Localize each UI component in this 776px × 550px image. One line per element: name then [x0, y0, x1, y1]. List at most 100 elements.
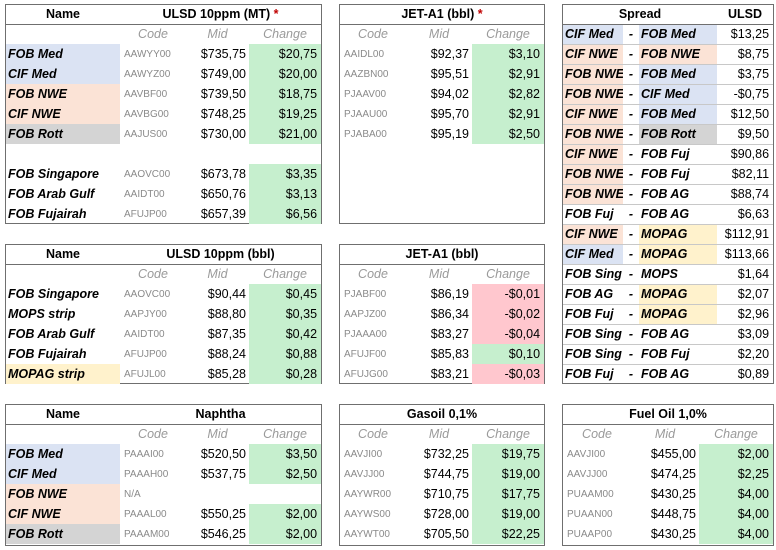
row-change: $0,42: [249, 324, 322, 344]
row-change: $2,91: [472, 104, 544, 124]
row-code: PAAAM00: [124, 528, 170, 540]
row-change: $3,13: [249, 184, 322, 204]
row-mid: $448,75: [650, 507, 696, 521]
row-mid: $85,83: [430, 347, 469, 361]
mid-header: Mid: [654, 427, 676, 442]
row-code: AAOVC00: [124, 168, 171, 180]
row-mid: $749,00: [200, 67, 246, 81]
row-mid: $732,25: [423, 447, 469, 461]
row-code: AAIDT00: [124, 188, 165, 200]
spread-value: $2,96: [717, 304, 774, 325]
spread-row: FOB Fuj - FOB AG $6,63: [563, 204, 774, 225]
fuel-oil-title: Fuel Oil 1,0%: [563, 405, 773, 425]
table-row: FOB NWE N/A: [6, 484, 321, 504]
table-row: FOB Rott AAJUS00 $730,00 $21,00: [6, 124, 322, 144]
spread-value: $6,63: [717, 204, 774, 225]
row-mid: $730,00: [200, 127, 246, 141]
spread-dash: -: [623, 304, 639, 325]
row-code: AFUJL00: [124, 368, 166, 380]
row-mid: $86,34: [430, 307, 469, 321]
row-code: AFUJG00: [344, 368, 388, 380]
row-change: $2,91: [472, 64, 544, 84]
change-header: Change: [486, 427, 530, 442]
name-header: Name: [6, 405, 120, 425]
row-change: $0,88: [249, 344, 322, 364]
row-name: FOB Rott: [6, 124, 120, 144]
row-mid: $673,78: [200, 167, 246, 181]
spread-dash: -: [623, 284, 639, 305]
row-name: FOB NWE: [6, 84, 120, 104]
spread-a: FOB Fuj: [565, 367, 614, 382]
row-mid: $650,76: [200, 187, 246, 201]
code-header: Code: [138, 267, 168, 282]
row-mid: $474,25: [650, 467, 696, 481]
table-row: PUAAP00 $430,25 $4,00: [563, 524, 773, 544]
jet-a1-top-panel: JET-A1 (bbl) * Code Mid Change AAIDL00 $…: [339, 4, 545, 224]
table-row: PJABA00 $95,19 $2,50: [340, 124, 544, 144]
spread-b: FOB AG: [639, 204, 718, 225]
row-change: $19,00: [472, 464, 545, 484]
spread-row: CIF NWE - FOB NWE $8,75: [563, 44, 774, 65]
jet-a1-top-title: JET-A1 (bbl) *: [340, 5, 544, 25]
row-change: $0,10: [472, 344, 545, 364]
spread-dash: -: [623, 344, 639, 365]
spread-a: FOB AG: [563, 284, 623, 305]
row-mid: $95,19: [430, 127, 469, 141]
row-code: PJAAV00: [344, 88, 387, 100]
spread-dash: -: [623, 84, 639, 105]
mid-header: Mid: [207, 427, 228, 442]
row-name: FOB Fujairah: [8, 207, 87, 221]
row-change: $2,00: [249, 524, 322, 544]
row-code: PJAAA00: [344, 328, 387, 340]
row-code: AAPJZ00: [344, 308, 387, 320]
row-name: FOB Rott: [6, 524, 120, 544]
row-code: AAWYY00: [124, 48, 171, 60]
change-header: Change: [263, 427, 307, 442]
row-mid: $455,00: [650, 447, 696, 461]
code-header: Code: [358, 267, 388, 282]
row-change: -$0,04: [472, 324, 545, 344]
row-name: FOB Singapore: [8, 287, 99, 301]
row-code: AAVBF00: [124, 88, 168, 100]
row-code: N/A: [124, 488, 141, 500]
spread-b: FOB Fuj: [639, 144, 718, 165]
row-change: $19,25: [249, 104, 322, 124]
table-row: FOB Rott PAAAM00 $546,25 $2,00: [6, 524, 322, 544]
spread-row: FOB Fuj - MOPAG $2,96: [563, 304, 774, 325]
row-mid: $728,00: [423, 507, 469, 521]
row-mid: $95,51: [430, 67, 469, 81]
row-mid: $735,75: [200, 47, 246, 61]
table-row: CIF NWE PAAAL00 $550,25 $2,00: [6, 504, 322, 524]
ulsd-bbl-title: ULSD 10ppm (bbl): [120, 245, 322, 265]
spread-b: FOB Fuj: [639, 344, 718, 365]
spread-dash: -: [623, 144, 639, 165]
table-row: AAVJJ00 $744,75 $19,00: [340, 464, 545, 484]
spread-b: MOPS: [639, 264, 718, 285]
ulsd-mt-panel: Name ULSD 10ppm (MT) * Code Mid Change F…: [5, 4, 322, 224]
spread-a: FOB Sing: [563, 324, 623, 345]
row-mid: $744,75: [423, 467, 469, 481]
row-change: -$0,03: [472, 364, 545, 384]
spread-b: MOPAG: [639, 224, 718, 245]
table-row: AAPJZ00 $86,34 -$0,02: [340, 304, 545, 324]
row-name: FOB Fujairah: [8, 347, 87, 361]
row-code: AFUJF00: [344, 348, 387, 360]
ulsd-header: ULSD: [717, 5, 774, 25]
table-row: PJAAV00 $94,02 $2,82: [340, 84, 544, 104]
row-code: AAYWS00: [344, 508, 391, 520]
row-code: AAVJI00: [567, 448, 606, 460]
spread-row: CIF Med - FOB Med $13,25: [563, 24, 774, 45]
row-mid: $705,50: [423, 527, 469, 541]
spread-value: $0,89: [737, 367, 770, 382]
table-row: PUAAN00 $448,75 $4,00: [563, 504, 773, 524]
row-name: CIF Med: [6, 64, 120, 84]
row-change: $17,75: [472, 484, 545, 504]
row-change: $20,75: [249, 44, 322, 64]
row-code: PJABF00: [344, 288, 387, 300]
table-row: MOPS strip AAPJY00 $88,80 $0,35: [6, 304, 322, 324]
spread-b: CIF Med: [639, 84, 718, 105]
change-header: Change: [486, 267, 530, 282]
spread-a: CIF Med: [563, 24, 623, 45]
spread-dash: -: [623, 64, 639, 85]
row-name: FOB Med: [6, 44, 120, 64]
